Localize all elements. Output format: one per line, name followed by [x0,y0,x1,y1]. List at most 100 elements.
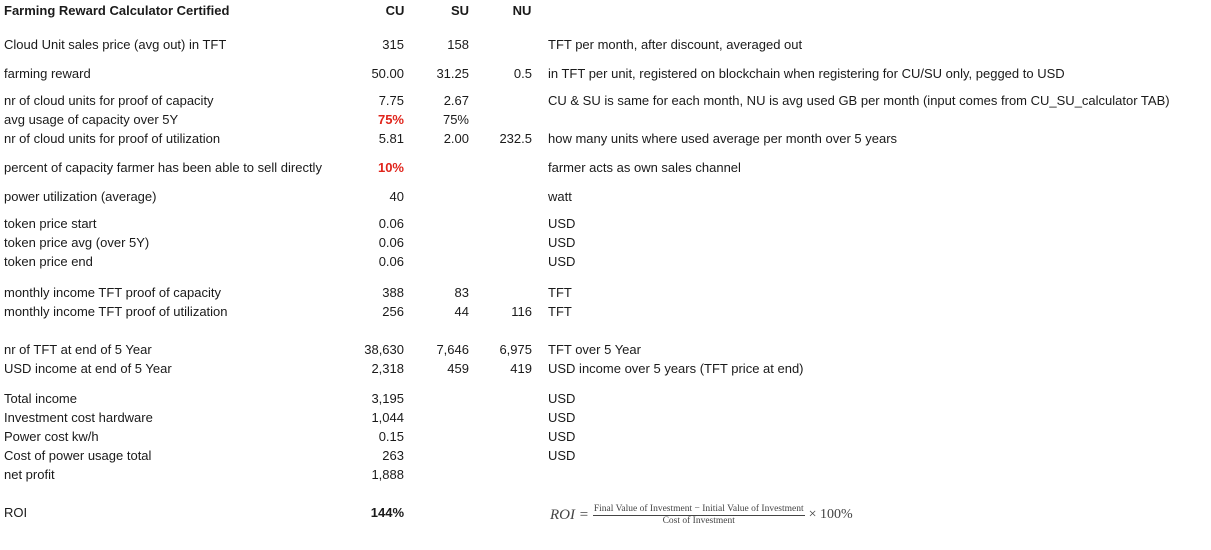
row-label[interactable]: Investment cost hardware [4,410,153,425]
row-note[interactable]: USD [548,235,576,250]
row-note[interactable]: USD [548,216,576,231]
cell-nu[interactable]: 116 [511,304,532,319]
cell-cu[interactable]: 263 [382,448,404,463]
row-farming-reward: farming reward 50.00 31.25 0.5 in TFT pe… [0,64,1211,83]
header-row: Farming Reward Calculator Certified CU S… [0,1,1211,20]
cell-cu[interactable]: 50.00 [371,66,404,81]
cell-cu[interactable]: 0.06 [378,254,404,269]
cell-su[interactable]: 2.00 [443,131,469,146]
row-label[interactable]: percent of capacity farmer has been able… [4,160,322,175]
row-note[interactable]: CU & SU is same for each month, NU is av… [548,93,1170,108]
formula-fraction: Final Value of Investment − Initial Valu… [592,503,805,527]
cell-nu[interactable]: 232.5 [499,131,532,146]
cell-cu[interactable]: 40 [389,189,404,204]
roi-formula-image[interactable]: ROI = Final Value of Investment − Initia… [550,500,853,530]
cell-cu[interactable]: 388 [382,285,404,300]
row-power-utilization: power utilization (average) 40 watt [0,187,1211,206]
row-note[interactable]: TFT over 5 Year [548,342,641,357]
row-label[interactable]: farming reward [4,66,91,81]
row-note[interactable]: USD [548,448,576,463]
row-cloud-unit-sales-price: Cloud Unit sales price (avg out) in TFT … [0,35,1211,54]
column-header-cu[interactable]: CU [385,3,405,18]
row-roi: ROI 144% [0,503,1211,522]
row-note[interactable]: USD [548,254,576,269]
row-label[interactable]: nr of cloud units for proof of capacity [4,93,214,108]
row-tft-end-5-year: nr of TFT at end of 5 Year 38,630 7,646 … [0,340,1211,359]
column-header-nu[interactable]: NU [512,3,532,18]
cell-su[interactable]: 7,646 [436,342,469,357]
cell-cu[interactable]: 1,044 [371,410,404,425]
row-net-profit: net profit 1,888 [0,465,1211,484]
row-token-price-start: token price start 0.06 USD [0,214,1211,233]
cell-cu[interactable]: 256 [382,304,404,319]
cell-su[interactable]: 31.25 [436,66,469,81]
row-note[interactable]: TFT per month, after discount, averaged … [548,37,803,52]
row-note[interactable]: USD income over 5 years (TFT price at en… [548,361,804,376]
cell-nu[interactable]: 6,975 [499,342,532,357]
cell-cu[interactable]: 315 [382,37,404,52]
cell-su[interactable]: 83 [454,285,469,300]
cell-cu[interactable]: 2,318 [371,361,404,376]
row-note[interactable]: watt [548,189,572,204]
row-avg-usage-capacity: avg usage of capacity over 5Y 75% 75% [0,110,1211,129]
cell-su[interactable]: 158 [447,37,469,52]
row-label[interactable]: monthly income TFT proof of utilization [4,304,228,319]
row-label[interactable]: nr of TFT at end of 5 Year [4,342,152,357]
row-token-price-end: token price end 0.06 USD [0,252,1211,271]
row-note[interactable]: TFT [548,285,572,300]
cell-cu[interactable]: 0.15 [378,429,404,444]
row-note[interactable]: how many units where used average per mo… [548,131,898,146]
row-usd-income-end-5-year: USD income at end of 5 Year 2,318 459 41… [0,359,1211,378]
row-power-cost: Power cost kw/h 0.15 USD [0,427,1211,446]
cell-nu[interactable]: 0.5 [513,66,532,81]
cell-su[interactable]: 459 [447,361,469,376]
row-label[interactable]: Cost of power usage total [4,448,152,463]
row-label[interactable]: token price start [4,216,97,231]
cell-cu[interactable]: 1,888 [371,467,404,482]
row-note[interactable]: in TFT per unit, registered on blockchai… [548,66,1065,81]
cell-su[interactable]: 2.67 [443,93,469,108]
row-label[interactable]: USD income at end of 5 Year [4,361,172,376]
cell-cu-input[interactable]: 75% [377,112,404,127]
row-note[interactable]: farmer acts as own sales channel [548,160,741,175]
row-label[interactable]: Total income [4,391,77,406]
cell-nu[interactable]: 419 [510,361,532,376]
row-token-price-avg: token price avg (over 5Y) 0.06 USD [0,233,1211,252]
row-monthly-income-capacity: monthly income TFT proof of capacity 388… [0,283,1211,302]
row-total-income: Total income 3,195 USD [0,389,1211,408]
formula-suffix: × 100% [808,507,853,522]
cell-cu-input[interactable]: 10% [377,160,404,175]
row-label[interactable]: nr of cloud units for proof of utilizati… [4,131,221,146]
sheet-title[interactable]: Farming Reward Calculator Certified [4,3,230,18]
row-label[interactable]: ROI [4,505,28,520]
row-monthly-income-utilization: monthly income TFT proof of utilization … [0,302,1211,321]
row-note[interactable]: USD [548,391,576,406]
cell-su[interactable]: 44 [454,304,469,319]
row-percent-sold-directly: percent of capacity farmer has been able… [0,158,1211,177]
cell-cu[interactable]: 5.81 [378,131,404,146]
row-label[interactable]: Cloud Unit sales price (avg out) in TFT [4,37,227,52]
cell-cu[interactable]: 7.75 [378,93,404,108]
formula-lhs: ROI = [550,506,589,523]
formula-denominator: Cost of Investment [662,515,735,526]
row-label[interactable]: avg usage of capacity over 5Y [4,112,179,127]
cell-cu[interactable]: 0.06 [378,235,404,250]
cell-cu-roi[interactable]: 144% [370,505,404,520]
cell-su[interactable]: 75% [442,112,469,127]
row-note[interactable]: TFT [548,304,572,319]
cell-cu[interactable]: 3,195 [371,391,404,406]
row-label[interactable]: Power cost kw/h [4,429,99,444]
row-label[interactable]: net profit [4,467,55,482]
row-note[interactable]: USD [548,429,576,444]
row-units-proof-of-utilization: nr of cloud units for proof of utilizati… [0,129,1211,148]
row-note[interactable]: USD [548,410,576,425]
row-label[interactable]: power utilization (average) [4,189,157,204]
column-header-su[interactable]: SU [450,3,470,18]
cell-cu[interactable]: 38,630 [364,342,404,357]
row-units-proof-of-capacity: nr of cloud units for proof of capacity … [0,91,1211,110]
formula-numerator: Final Value of Investment − Initial Valu… [592,503,805,516]
row-label[interactable]: token price end [4,254,93,269]
cell-cu[interactable]: 0.06 [378,216,404,231]
row-label[interactable]: monthly income TFT proof of capacity [4,285,222,300]
row-label[interactable]: token price avg (over 5Y) [4,235,150,250]
